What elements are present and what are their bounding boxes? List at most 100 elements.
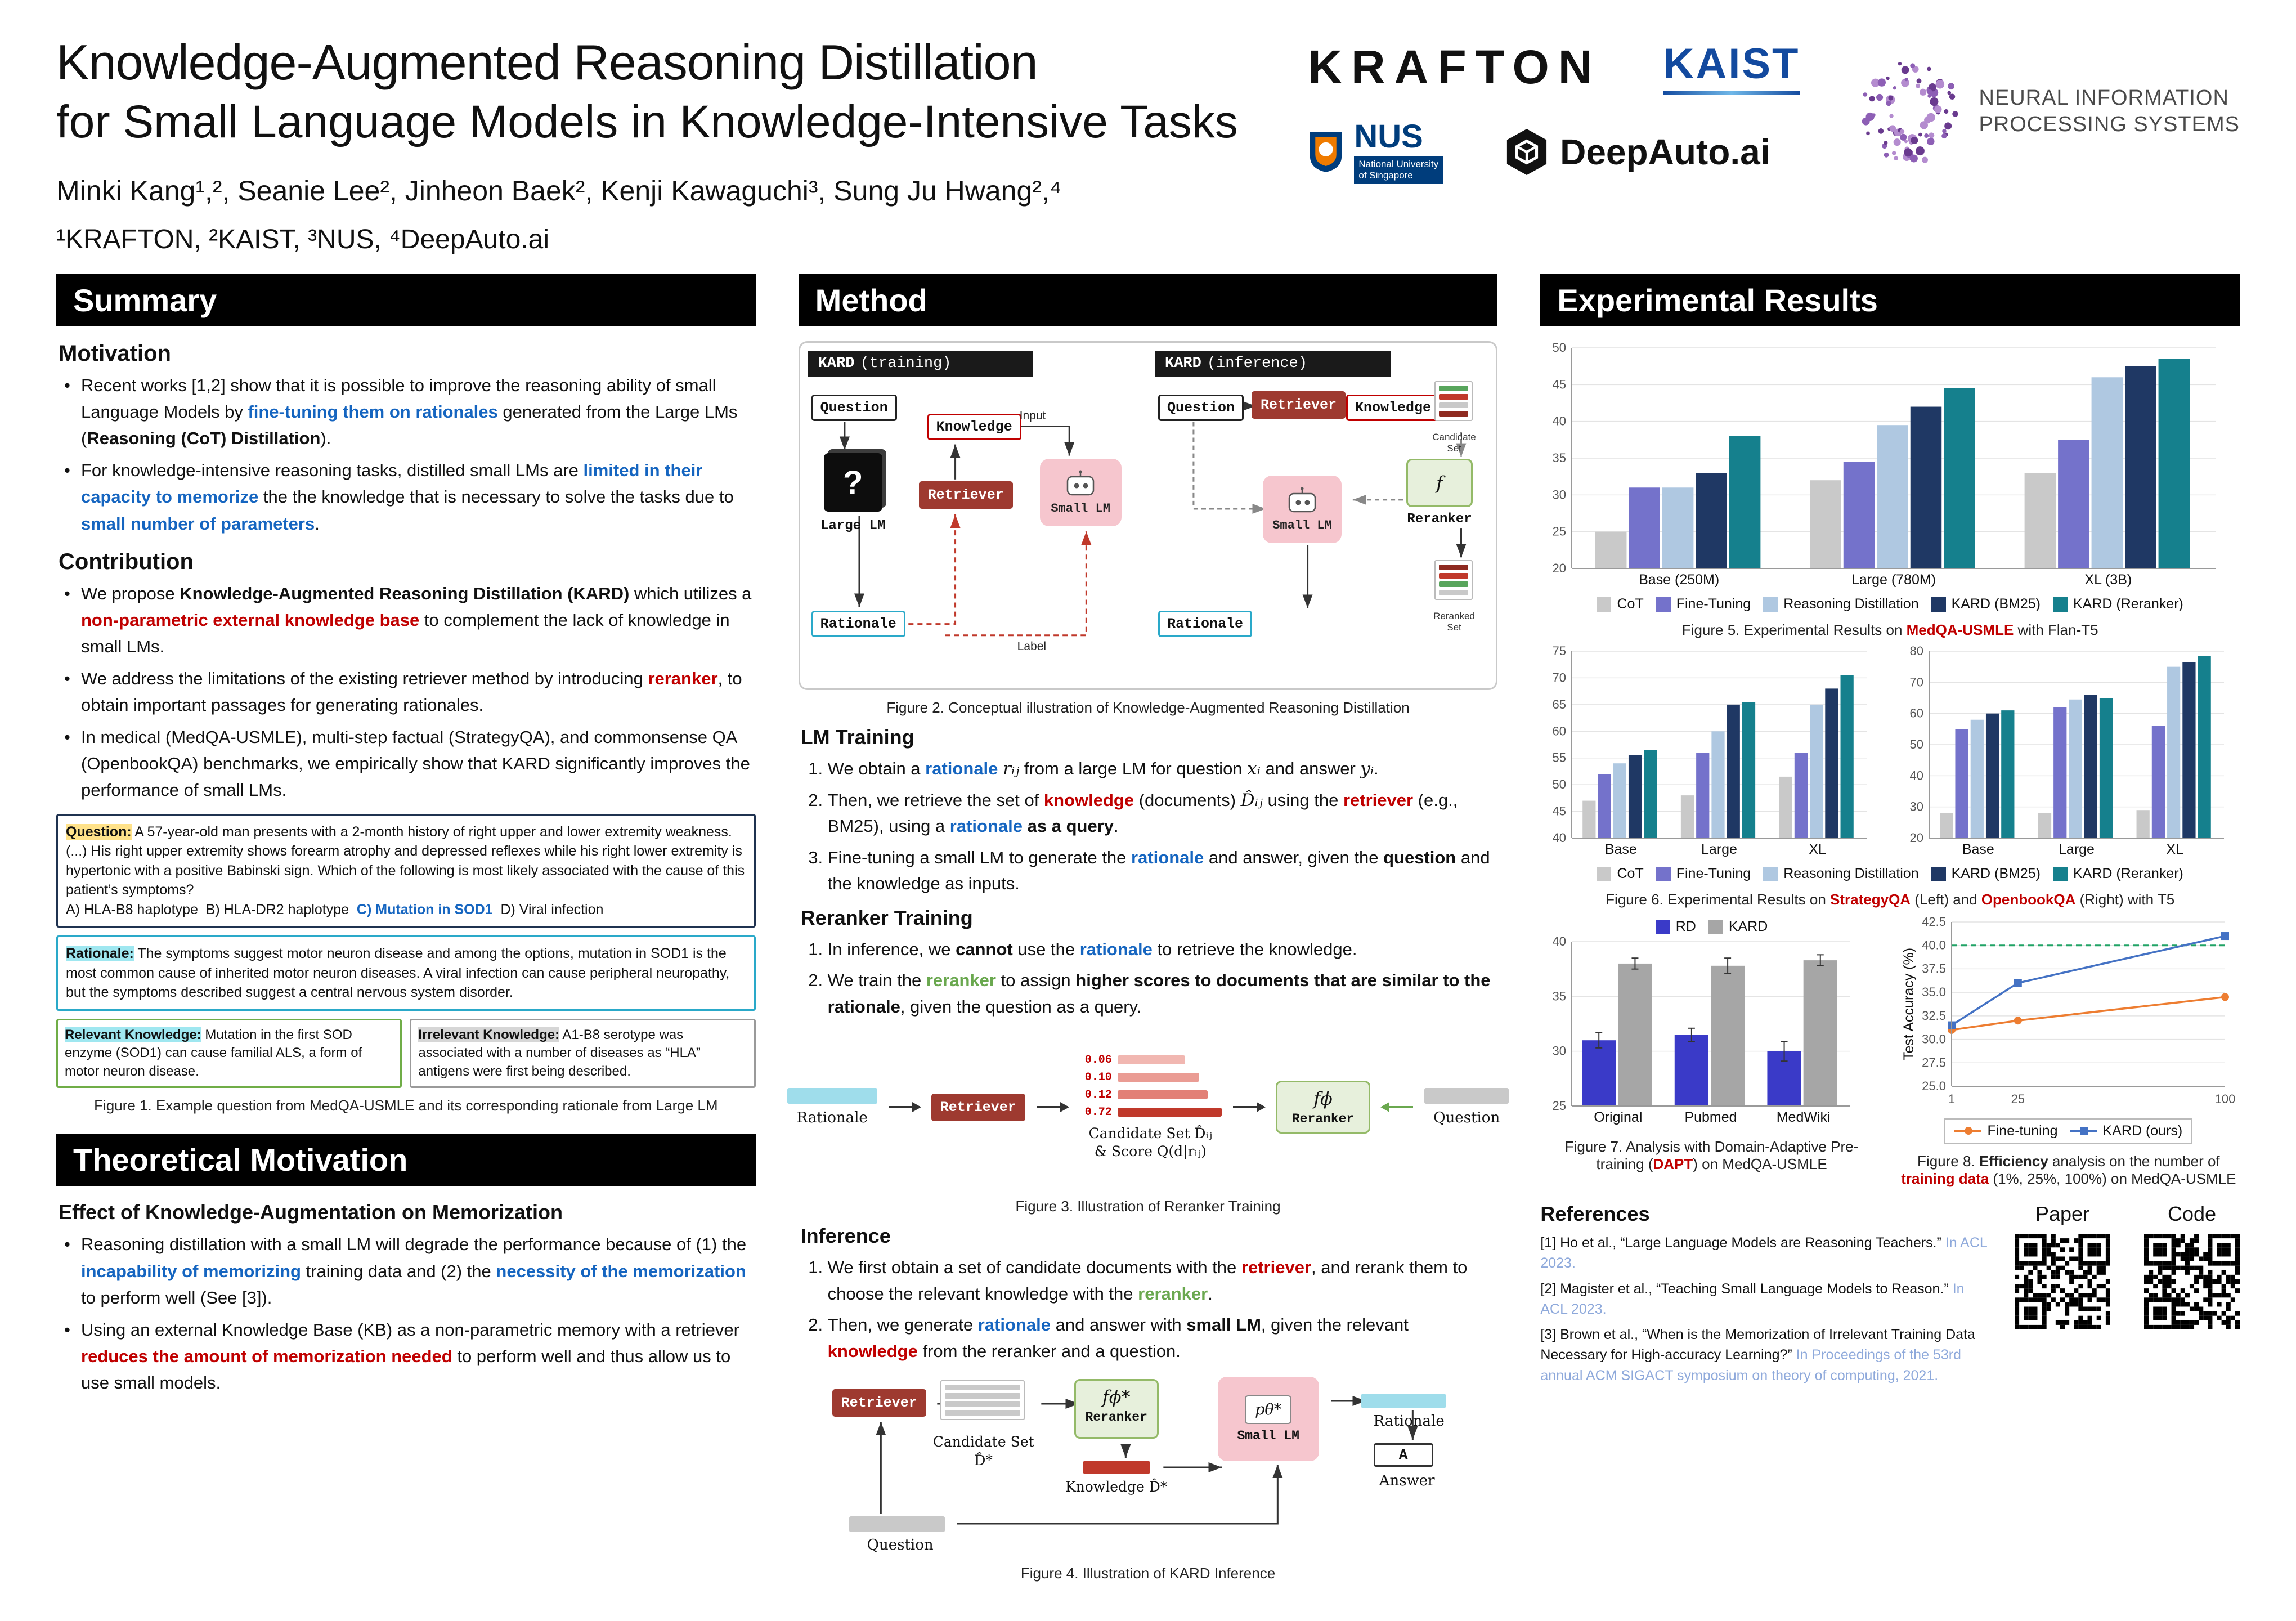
figure4-diagram: Retriever Candidate Set D̂* fϕ* Reranker… (799, 1370, 1498, 1556)
svg-text:25: 25 (1553, 525, 1566, 539)
nus-subtitle-line1: National University (1358, 159, 1439, 169)
svg-text:27.5: 27.5 (1922, 1055, 1946, 1069)
fig3-candidate-label-line1: Candidate Set D̂ᵢⱼ (1088, 1125, 1213, 1141)
figure7-8-row: RD KARD 25 30 35 40 Original Pubmed MedWiki Fig… (1540, 914, 2240, 1191)
fig4-candidate-label: Candidate Set D̂* (932, 1434, 1034, 1468)
figure1-question-box: Question: A 57-year-old man presents wit… (56, 813, 756, 928)
lm-training-heading: LM Training (800, 726, 914, 749)
svg-text:40: 40 (1909, 768, 1923, 782)
svg-text:32.5: 32.5 (1922, 1009, 1946, 1023)
paper-qr-code (2015, 1234, 2111, 1329)
motivation-bullet-2: For knowledge-intensive reasoning tasks,… (56, 457, 756, 536)
inference-retriever-box: Retriever (1252, 391, 1346, 419)
reranker-training-list: In inference, we cannot use the rational… (828, 937, 1498, 1020)
robot-icon (1288, 486, 1316, 512)
fig4-small-lm-label: Small LM (1237, 1428, 1299, 1443)
figure1-irrelevant-knowledge-box: Irrelevant Knowledge: A1-B8 serotype was… (410, 1018, 756, 1089)
figure7-legend: RD KARD (1540, 919, 1882, 935)
inference-reranker-box: f (1406, 459, 1473, 507)
nus-subtitle-line2: of Singapore (1358, 170, 1413, 181)
references-block: References [1] Ho et al., “Large Languag… (1540, 1191, 1992, 1391)
reference-2: [2] Magister et al., “Teaching Small Lan… (1540, 1280, 1965, 1317)
rationale-bar (787, 1088, 877, 1104)
svg-text:40: 40 (1553, 935, 1566, 948)
svg-text:Large: Large (1701, 841, 1737, 857)
logo-row-1: KRAFTON KAIST (1308, 39, 1800, 95)
candidate-score: 0.10 (1084, 1071, 1112, 1084)
figure6-charts-row: 40 45 50 55 60 65 70 75 Base Large XL 20 30 40 50 60 70… (1540, 644, 2240, 861)
arrow-left-green-icon (1382, 1106, 1414, 1108)
large-lm-label: Large LM (820, 518, 886, 534)
code-qr-code (2144, 1234, 2240, 1329)
results-column: Experimental Results 20 25 30 35 40 45 50 Base … (1540, 274, 2240, 1391)
contribution-bullet-1: We propose Knowledge-Augmented Reasoning… (56, 580, 756, 660)
candidate-doc (1439, 386, 1469, 391)
inference-item-2: Then, we generate rationale and answer w… (828, 1312, 1498, 1364)
candidate-row: 0.72 (1079, 1106, 1222, 1119)
lm-training-item-2: Then, we retrieve the set of knowledge (… (828, 787, 1498, 840)
inference-question-box: Question (1158, 395, 1244, 421)
candidate-score: 0.12 (1084, 1088, 1112, 1101)
kard-inference-header-bold: KARD (1165, 355, 1201, 372)
reranked-doc (1439, 573, 1469, 579)
candidate-set-label: Candidate Set (1432, 432, 1476, 454)
svg-text:Test Accuracy (%): Test Accuracy (%) (1901, 948, 1917, 1060)
svg-text:Original: Original (1594, 1109, 1643, 1125)
svg-text:Base (250M): Base (250M) (1639, 572, 1719, 588)
figure2-training-panel: KARD (training) Question ? Large LM Know… (804, 346, 1146, 685)
neurips-text-line2: PROCESSING SYSTEMS (1979, 113, 2240, 137)
fig3-rationale: Rationale (787, 1088, 877, 1126)
dapt-bar-chart: 25 30 35 40 Original Pubmed MedWiki (1553, 934, 1850, 1125)
svg-text:40: 40 (1553, 831, 1566, 845)
svg-text:50: 50 (1909, 737, 1923, 751)
svg-text:30: 30 (1909, 800, 1923, 814)
theory-bullets: Reasoning distillation with a small LM w… (56, 1231, 756, 1396)
training-knowledge-box: Knowledge (927, 414, 1021, 440)
svg-text:40: 40 (1553, 414, 1566, 428)
figure7-caption: Figure 7. Analysis with Domain-Adaptive … (1564, 1138, 1859, 1172)
reranked-doc (1439, 590, 1469, 595)
svg-text:42.5: 42.5 (1922, 915, 1946, 929)
svg-text:100: 100 (2214, 1092, 2235, 1106)
svg-text:35.0: 35.0 (1922, 985, 1946, 999)
poster-columns: Summary Motivation Recent works [1,2] sh… (56, 274, 2240, 1598)
fig4-retriever-box: Retriever (832, 1389, 926, 1417)
candidate-score: 0.06 (1084, 1053, 1112, 1067)
inference-heading: Inference (800, 1224, 891, 1247)
figure1-relevant-knowledge-box: Relevant Knowledge: Mutation in the firs… (56, 1018, 402, 1089)
openbookqa-bar-chart: 20 30 40 50 60 70 80 Base Large XL (1909, 644, 2224, 857)
svg-text:50: 50 (1553, 341, 1566, 355)
method-section-bar: Method (798, 274, 1498, 326)
poster-title-line2: for Small Language Models in Knowledge-I… (56, 96, 1238, 147)
candidate-doc (944, 1385, 1020, 1390)
figure8-caption: Figure 8. Efficiency analysis on the num… (1901, 1153, 2236, 1187)
summary-section-bar: Summary (56, 274, 756, 326)
figure5-legend: CoT Fine-Tuning Reasoning Distillation KARD… (1540, 596, 2240, 612)
figure8-legend: Fine-tuning KARD (ours) (1944, 1118, 2193, 1144)
arrow-right-icon (1232, 1102, 1266, 1112)
strategyqa-bar-chart: 40 45 50 55 60 65 70 75 Base Large XL (1553, 644, 1867, 857)
svg-text:MedWiki: MedWiki (1777, 1109, 1831, 1125)
logo-block: KRAFTON KAIST NUS National University of … (1308, 39, 2240, 184)
theory-subheading: Effect of Knowledge-Augmentation on Memo… (59, 1201, 563, 1224)
fig3-candidate-rows: 0.06 0.10 0.12 0.72 (1079, 1054, 1222, 1119)
candidate-set-stack (1434, 381, 1473, 421)
svg-text:37.5: 37.5 (1922, 961, 1946, 975)
krafton-logo: KRAFTON (1308, 40, 1602, 93)
svg-text:60: 60 (1909, 706, 1923, 720)
strategyqa-chart-block: 40 45 50 55 60 65 70 75 Base Large XL (1540, 644, 1882, 861)
candidate-bar (1117, 1073, 1199, 1082)
lm-training-item-3: Fine-tuning a small LM to generate the r… (828, 845, 1498, 897)
reranked-doc (1439, 565, 1469, 570)
svg-text:20: 20 (1553, 561, 1566, 575)
candidate-doc (1439, 402, 1469, 408)
theoretical-motivation-section-bar: Theoretical Motivation (56, 1134, 756, 1186)
candidate-doc (944, 1401, 1020, 1407)
figure1-caption: Figure 1. Example question from MedQA-US… (94, 1097, 718, 1114)
reference-1: [1] Ho et al., “Large Language Models ar… (1540, 1235, 1987, 1271)
svg-text:35: 35 (1553, 989, 1566, 1003)
fig4-candidate-stack (940, 1380, 1025, 1420)
training-small-lm: Small LM (1039, 459, 1122, 526)
kard-training-header: KARD (training) (808, 351, 1033, 377)
logo-row-2: NUS National University of Singapore Deep… (1308, 120, 1800, 184)
